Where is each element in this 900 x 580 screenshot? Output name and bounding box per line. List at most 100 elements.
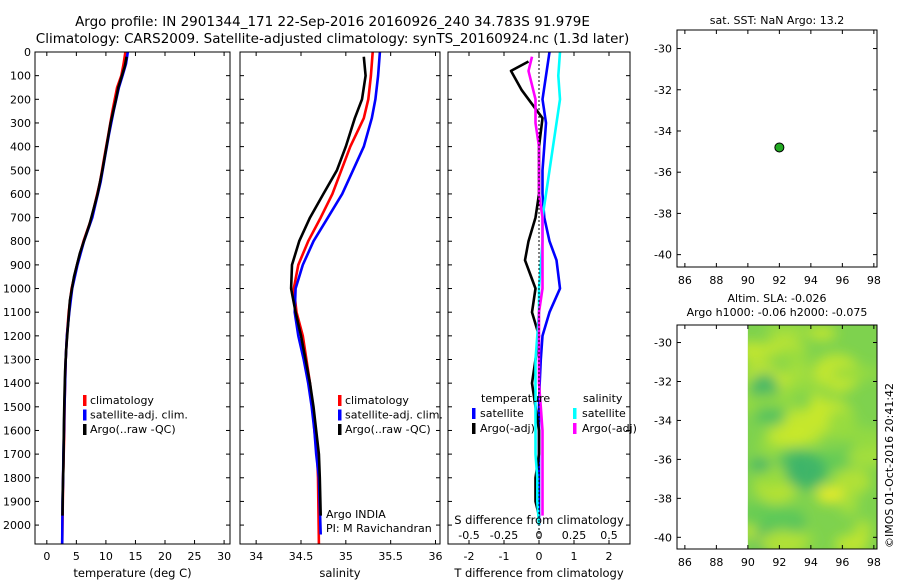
sla-blob [757,530,807,549]
x-tick-label: 30 [217,550,231,563]
legend-swatch [573,408,577,419]
legend-label: Argo(-adj) [480,422,535,435]
x-tick-label: 92 [772,556,786,569]
salinity-tick-label: -0.25 [490,529,518,542]
x-tick-label: 90 [741,274,755,287]
sla-field-blobs [747,325,878,549]
y-tick-label: 1400 [3,377,31,390]
sla-blob [838,490,859,515]
axes-box [34,51,231,545]
series-argo-raw-qc- [289,56,367,516]
x-tick-label: 86 [678,556,692,569]
x-tick-label: 1 [571,550,578,563]
y-tick-label: 200 [10,93,31,106]
x-tick-label: 2 [606,550,613,563]
x-tick-label: 96 [835,274,849,287]
figure-title-line2: Climatology: CARS2009. Satellite-adjuste… [35,31,630,47]
x-tick-label: 25 [188,550,202,563]
sla-blob [786,357,810,389]
y-tick-label: 0 [24,46,31,59]
legend-label: satellite-adj. clim. [90,409,188,422]
x-tick-label: 92 [772,274,786,287]
figure-title-line1: Argo profile: IN 2901344_171 22-Sep-2016… [75,14,590,30]
legend-label: Argo(..raw -QC) [90,423,176,436]
temperature-panel [34,51,231,545]
sla-blob [762,506,799,528]
x-tick-label: 10 [99,550,113,563]
legend-label: climatology [90,394,154,407]
annotation-line1: Argo INDIA [326,508,386,521]
y-tick-label: 1300 [3,354,31,367]
legend-swatch [338,409,342,421]
y-tick-label: 1100 [3,306,31,319]
legend-label: satellite [582,407,626,420]
sla-blob [815,485,844,504]
y-tick-label: 2000 [3,519,31,532]
series-temperature-argo-adj- [509,60,544,516]
x-tick-label: 36 [429,550,443,563]
y-tick-label: 1500 [3,401,31,414]
axes-box [239,51,441,545]
legend-swatch [472,423,476,434]
sla-blob [751,457,772,474]
y-tick-label: -36 [654,453,672,466]
x-tick-label: 34 [249,550,263,563]
legend-label: climatology [345,394,409,407]
y-tick-label: -40 [654,249,672,262]
location_map-axes-box [676,29,878,268]
sla-blob [831,365,878,381]
legend-label: satellite-adj. clim. [345,409,443,422]
y-tick-label: -34 [654,125,672,138]
sla-blob [772,346,811,364]
salinity-tick-label: 0.5 [600,529,618,542]
location-map-title: sat. SST: NaN Argo: 13.2 [710,14,844,27]
legend-swatch [338,395,342,406]
sla-blob [834,535,869,549]
sla-blob [747,357,775,371]
x-tick-label: 0 [43,550,50,563]
y-tick-label: 900 [10,259,31,272]
x-tick-label: 94 [804,556,818,569]
y-tick-label: 500 [10,164,31,177]
y-tick-label: -36 [654,166,672,179]
x-tick-label: 88 [709,274,723,287]
salinity-tick-label: 0 [536,529,543,542]
legend-swatch [472,408,476,419]
series-argo-raw-qc- [61,56,128,516]
argo-position-marker [774,142,785,153]
x-axis-label: salinity [319,566,360,580]
x-axis-label: T difference from climatology [453,566,624,580]
sla-blob [833,468,872,495]
x-tick-label: 35.5 [378,550,403,563]
imos-timestamp: ©IMOS 01-Oct-2016 20:41:42 [883,383,896,548]
y-tick-label: -34 [654,414,672,427]
x-tick-label: -1 [499,550,510,563]
y-tick-label: 1200 [3,330,31,343]
sla_map-axes-box [676,324,878,550]
series-salinity-argo-adj- [527,56,544,516]
x-tick-label: 96 [835,556,849,569]
x-axis-label: temperature (deg C) [73,566,191,580]
x-tick-label: 0 [536,550,543,563]
y-tick-label: -38 [654,492,672,505]
y-tick-label: 700 [10,212,31,225]
sla-blob [747,394,796,409]
x-tick-label: 34.5 [289,550,314,563]
x-tick-label: 90 [741,556,755,569]
legend-swatch [83,424,87,435]
y-tick-label: 1600 [3,424,31,437]
x-tick-label: 94 [804,274,818,287]
sla-blob [784,453,827,490]
legend-label: Argo(-adj) [582,422,637,435]
sla-blob [764,325,811,338]
x-tick-label: 35 [339,550,353,563]
sla-blob [807,326,837,340]
series-satellite-adj-clim- [293,51,382,535]
y-tick-label: -30 [654,43,672,56]
legend-title-temperature: temperature [481,392,550,405]
legend-swatch [83,409,87,421]
salinity-tick-label: -0.5 [458,529,479,542]
x-tick-label: 5 [73,550,80,563]
x-tick-label: 20 [158,550,172,563]
